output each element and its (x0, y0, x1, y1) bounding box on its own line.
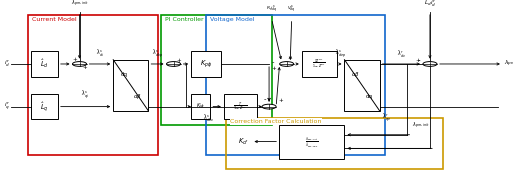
Text: $\alpha\beta$: $\alpha\beta$ (133, 92, 142, 101)
Text: +: + (288, 56, 292, 61)
Bar (161, 15, 271, 125)
Bar (226, 118, 443, 169)
Text: $\frac{\lambda_{pm,init}}{\hat{\lambda}_{pm,obs}}$: $\frac{\lambda_{pm,init}}{\hat{\lambda}_… (305, 135, 319, 149)
Text: $\hat{\lambda}_{qv}^r$: $\hat{\lambda}_{qv}^r$ (382, 112, 391, 124)
Text: +: + (176, 58, 181, 63)
Text: PI Controller: PI Controller (165, 17, 204, 22)
Text: $\hat{\lambda}_{di}^s$: $\hat{\lambda}_{di}^s$ (96, 48, 104, 59)
Text: -: - (272, 59, 274, 65)
Text: $\lambda_{pm,init}$: $\lambda_{pm,init}$ (71, 0, 88, 9)
Text: $\hat{\lambda}_{dv}^r$: $\hat{\lambda}_{dv}^r$ (397, 49, 406, 60)
Circle shape (262, 104, 276, 109)
Text: $\hat{\lambda}_{dkv}^s$: $\hat{\lambda}_{dkv}^s$ (203, 113, 214, 124)
Text: $\lambda_{pm,obs}$: $\lambda_{pm,obs}$ (504, 59, 513, 69)
Text: +: + (416, 58, 420, 63)
Text: $\frac{T}{1-Z^{-1}}$: $\frac{T}{1-Z^{-1}}$ (233, 101, 247, 113)
Text: Voltage Model: Voltage Model (210, 17, 255, 22)
Text: $\hat{\lambda}_{qi}^s$: $\hat{\lambda}_{qi}^s$ (82, 89, 90, 101)
Bar (31, 51, 58, 77)
Circle shape (72, 62, 87, 66)
Text: -: - (264, 97, 267, 102)
Bar (279, 125, 345, 159)
Text: $\hat{L}_q$: $\hat{L}_q$ (41, 100, 49, 113)
Text: +: + (271, 66, 277, 71)
Text: $L_d i_d^r$: $L_d i_d^r$ (424, 0, 436, 9)
Bar (191, 94, 210, 119)
Bar (302, 51, 337, 77)
Text: +: + (82, 65, 87, 70)
Bar (224, 94, 256, 119)
Text: +: + (279, 98, 283, 103)
Text: $\hat{\lambda}_{dep}^s$: $\hat{\lambda}_{dep}^s$ (335, 47, 346, 60)
Text: $\hat{L}_d$: $\hat{L}_d$ (40, 58, 49, 70)
Text: $\frac{TZ^{-1}}{1-Z^{-1}}$: $\frac{TZ^{-1}}{1-Z^{-1}}$ (312, 58, 326, 70)
Text: $K_{i\phi}$: $K_{i\phi}$ (196, 101, 205, 112)
Text: $i_q^r$: $i_q^r$ (4, 101, 10, 112)
Bar (31, 94, 58, 119)
Text: $V_{dq}^s$: $V_{dq}^s$ (287, 5, 296, 15)
Text: $\alpha\beta$: $\alpha\beta$ (350, 70, 360, 78)
Bar (113, 60, 148, 111)
Text: Correction Factor Calculation: Correction Factor Calculation (230, 119, 322, 124)
Bar (206, 15, 385, 155)
Text: $K_{cf}$: $K_{cf}$ (238, 136, 249, 147)
Text: +: + (72, 57, 77, 62)
Text: $i_d^r$: $i_d^r$ (4, 59, 10, 69)
Text: $R_s i_{dq}^s$: $R_s i_{dq}^s$ (266, 5, 278, 15)
Circle shape (423, 62, 437, 66)
Circle shape (280, 62, 294, 66)
Text: dq: dq (120, 72, 127, 77)
Text: dq: dq (366, 94, 372, 99)
Circle shape (167, 62, 181, 66)
Bar (345, 60, 380, 111)
Bar (28, 15, 159, 155)
Bar (191, 51, 221, 77)
Text: $\hat{\lambda}_{dkp}^s$: $\hat{\lambda}_{dkp}^s$ (152, 47, 163, 60)
Text: $\lambda_{pm,init}$: $\lambda_{pm,init}$ (412, 121, 430, 131)
Text: -: - (418, 57, 420, 63)
Text: Current Model: Current Model (32, 17, 76, 22)
Text: $K_{p\phi}$: $K_{p\phi}$ (200, 58, 212, 70)
